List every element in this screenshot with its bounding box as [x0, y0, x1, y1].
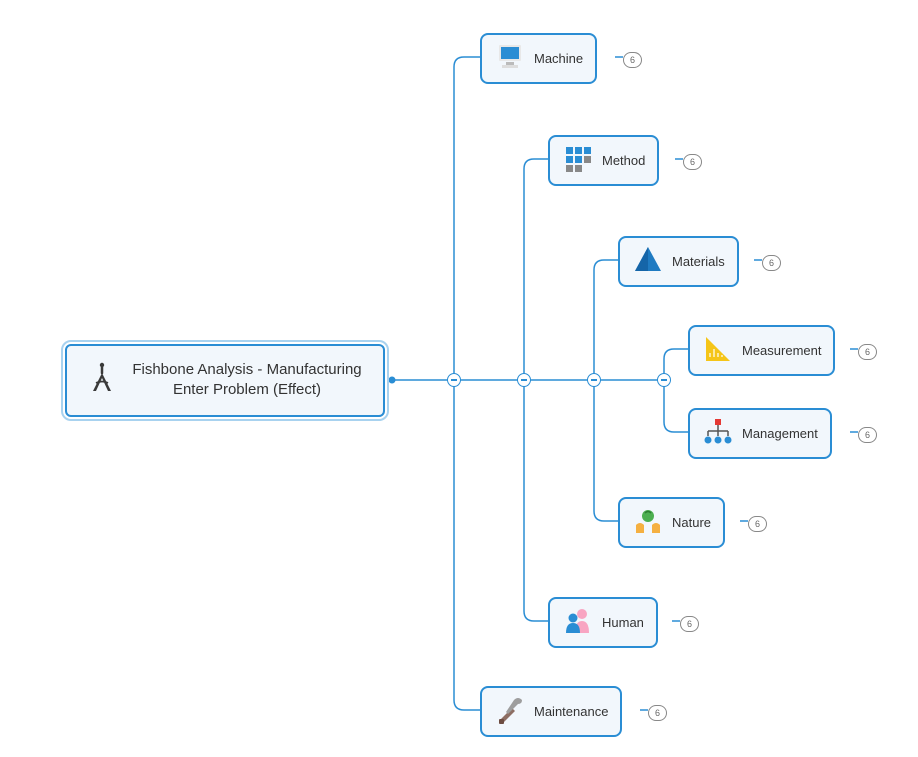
- count-badge: 6: [648, 705, 667, 721]
- branch-materials[interactable]: Materials: [618, 236, 739, 287]
- branch-measurement[interactable]: Measurement: [688, 325, 835, 376]
- collapse-toggle[interactable]: [517, 373, 531, 387]
- ruler-icon: [702, 333, 734, 368]
- count-badge: 6: [748, 516, 767, 532]
- branch-human[interactable]: Human: [548, 597, 658, 648]
- people-icon: [562, 605, 594, 640]
- count-badge: 6: [858, 344, 877, 360]
- branch-label: Machine: [534, 51, 583, 66]
- count-badge: 6: [762, 255, 781, 271]
- root-title: Fishbone Analysis - Manufacturing Enter …: [129, 360, 365, 401]
- tools-icon: [494, 694, 526, 729]
- branch-machine[interactable]: Machine: [480, 33, 597, 84]
- pyramid-icon: [632, 244, 664, 279]
- count-badge: 6: [623, 52, 642, 68]
- branch-method[interactable]: Method: [548, 135, 659, 186]
- count-badge: 6: [858, 427, 877, 443]
- count-badge: 6: [683, 154, 702, 170]
- collapse-toggle[interactable]: [657, 373, 671, 387]
- branch-label: Method: [602, 153, 645, 168]
- branch-label: Nature: [672, 515, 711, 530]
- branch-maintenance[interactable]: Maintenance: [480, 686, 622, 737]
- branch-management[interactable]: Management: [688, 408, 832, 459]
- root-node[interactable]: Fishbone Analysis - Manufacturing Enter …: [65, 344, 385, 417]
- hands-icon: [632, 505, 664, 540]
- branch-label: Materials: [672, 254, 725, 269]
- count-badge: 6: [680, 616, 699, 632]
- compass-icon: [85, 361, 119, 400]
- branch-label: Maintenance: [534, 704, 608, 719]
- grid-icon: [562, 143, 594, 178]
- collapse-toggle[interactable]: [447, 373, 461, 387]
- computer-icon: [494, 41, 526, 76]
- branch-nature[interactable]: Nature: [618, 497, 725, 548]
- branch-label: Human: [602, 615, 644, 630]
- branch-label: Measurement: [742, 343, 821, 358]
- branch-label: Management: [742, 426, 818, 441]
- orgchart-icon: [702, 416, 734, 451]
- collapse-toggle[interactable]: [587, 373, 601, 387]
